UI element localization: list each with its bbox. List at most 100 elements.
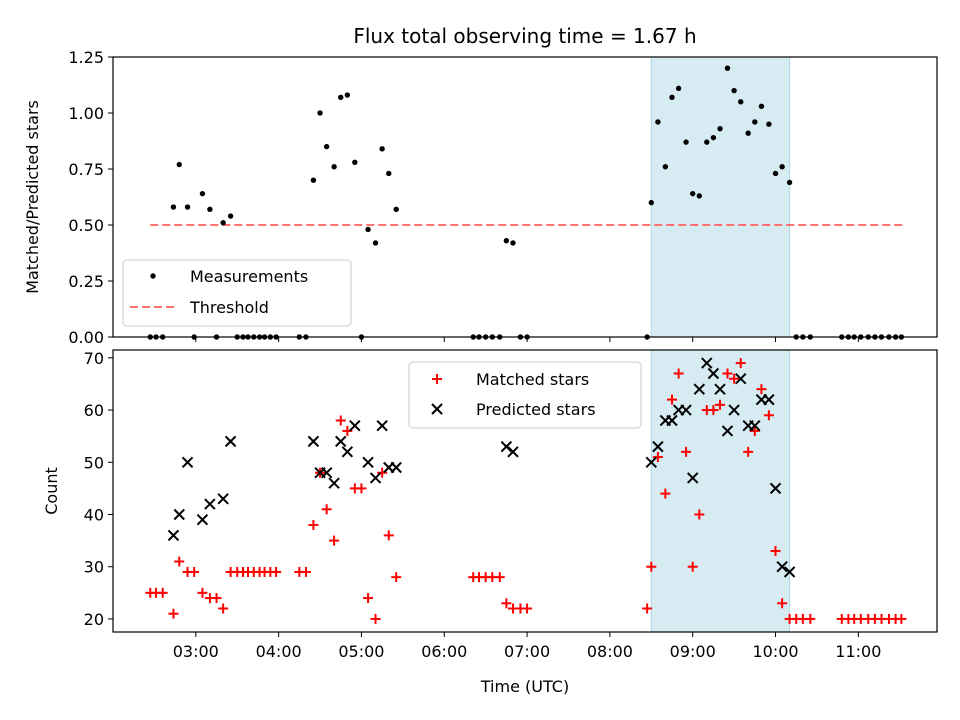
ratio-plot: 0.00 0.25 0.50 0.75 1.00 1.25 Matched/Predicte… [23,48,938,347]
x-axis-label: Time (UTC) [480,677,569,696]
y-tick-label: 0.25 [68,272,104,291]
predicted-point [181,456,194,468]
predicted-point [686,472,699,484]
axes-frame [112,56,938,338]
axes-frame [112,349,938,633]
matched-point [722,368,733,379]
predicted-point-b [167,529,180,542]
legend-label: Matched stars [476,370,589,389]
measurement-point [772,170,779,177]
measurement-point [745,130,751,136]
predicted-point [652,440,664,453]
matched-point [218,603,229,614]
predicted-point-b [776,561,788,573]
measurement-point [662,164,669,170]
matched-point [708,405,719,416]
y-tick-label: 30 [84,558,104,577]
legend-predicted-marker [431,403,443,415]
legend-predicted-marker-b [431,403,443,415]
predicted-point-b [714,383,726,395]
predicted-point [349,420,361,432]
y-tick-label: 0.75 [68,160,104,179]
measurement-point [227,213,234,219]
predicted-point [217,493,229,505]
predicted-point-b [707,367,720,380]
measurement-point [738,99,744,105]
predicted-point-b [173,508,185,521]
matched-point [666,394,677,405]
predicted-point [328,477,340,489]
predicted-point-b [507,446,519,458]
measurement-point [310,177,317,183]
measurement-point [683,139,689,145]
predicted-point [749,420,761,432]
x-tick-label: 11:00 [835,642,881,661]
matched-point [501,598,512,609]
matched-point [652,452,663,463]
predicted-point-b [204,498,216,510]
measurement-point [372,240,379,246]
measurement-point [752,119,758,125]
x-tick-label: 04:00 [256,642,302,661]
measurement-point [675,85,682,92]
predicted-point-b [680,404,692,416]
y-axis-label: Count [42,467,61,515]
predicted-point [701,357,713,369]
predicted-point-b [376,420,388,432]
highlight-region [650,349,791,633]
predicted-point-b [217,493,229,505]
predicted-point-b [369,472,382,484]
y-tick-label: 0.50 [68,216,104,235]
y-tick-label: 20 [84,610,104,629]
matched-point [391,572,402,583]
measurement-point [766,121,772,127]
predicted-point-b [645,456,657,468]
predicted-point [763,393,775,406]
predicted-point [783,566,796,578]
predicted-point [335,435,347,448]
measurement-point [352,159,358,165]
measurement-point [758,103,765,109]
measurement-point [717,125,723,132]
legend-box [122,259,352,327]
y-tick-label: 60 [84,401,104,420]
measurement-point [696,193,703,199]
matched-point [189,566,200,577]
predicted-point [320,467,333,479]
matched-point [763,410,774,421]
predicted-point-b [181,456,194,468]
predicted-point-b [320,467,333,479]
predicted-point-b [721,425,734,437]
predicted-point-b [341,446,354,458]
predicted-point-b [693,383,706,395]
predicted-point [728,404,740,416]
measurement-point [323,143,330,150]
predicted-point-b [328,477,340,489]
predicted-point [341,446,354,458]
predicted-point-b [783,566,796,578]
measurement-point [724,65,731,71]
measurement-point [393,206,399,213]
matched-point [329,535,340,546]
y-tick-label: 40 [84,506,104,525]
measurement-point [331,164,337,170]
measurement-point [704,139,710,145]
matched-point [687,561,698,572]
matched-point [681,446,692,457]
predicted-point [714,383,726,395]
legend-label: Measurements [190,267,308,286]
matched-point [356,483,367,494]
predicted-point [362,456,374,468]
measurement-point [655,119,661,125]
y-tick-label: 0.00 [68,328,104,347]
predicted-point-b [701,357,713,369]
matched-point [735,358,746,369]
matched-point [168,608,179,619]
matched-point [271,566,282,577]
predicted-point-b [666,414,678,427]
matched-point [777,598,788,609]
predicted-point [680,404,692,416]
predicted-point [167,529,180,542]
matched-point [377,467,388,478]
predicted-point [666,414,678,427]
